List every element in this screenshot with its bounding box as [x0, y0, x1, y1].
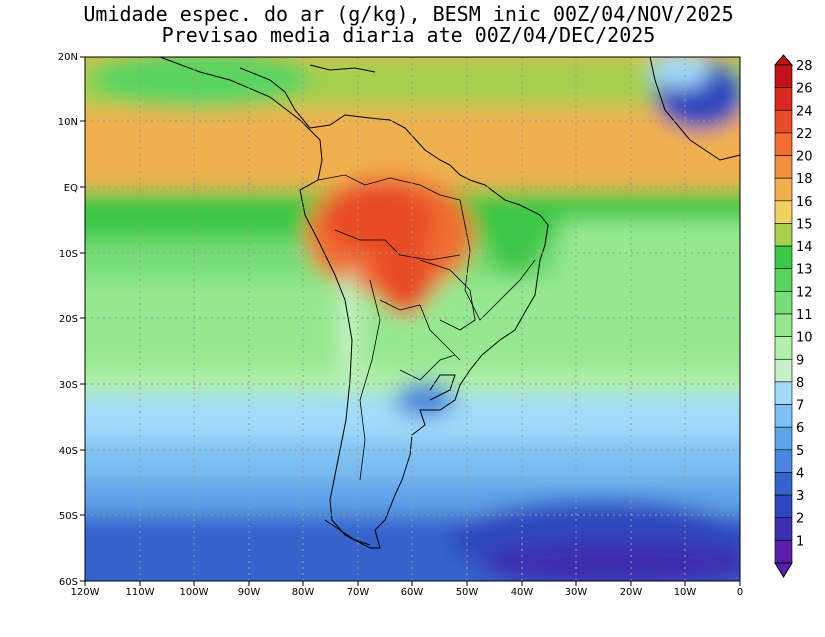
lon-label: 120W: [71, 587, 100, 598]
colorbar-swatch: [774, 245, 793, 270]
colorbar-swatch: [774, 517, 793, 541]
colorbar-level-label: 24: [796, 104, 813, 119]
colorbar-level-label: 14: [796, 240, 813, 255]
lat-labels: 20N 10N EQ 10S 20S 30S 40S 50S 60S: [58, 52, 78, 588]
lat-label: 50S: [59, 511, 78, 522]
colorbar-level-label: 13: [796, 263, 813, 278]
lat-label: 10S: [59, 249, 78, 260]
colorbar-level-label: 26: [796, 82, 813, 97]
lon-label: 20W: [620, 587, 643, 598]
colorbar-swatch: [774, 109, 793, 134]
colorbar-swatch: [774, 64, 793, 88]
colorbar-swatch: [774, 155, 793, 179]
lon-label: 90W: [238, 587, 261, 598]
coastlines: [159, 56, 741, 549]
colorbar-level-label: 5: [796, 444, 804, 459]
lon-label: 60W: [401, 587, 424, 598]
colorbar-swatch: [774, 268, 793, 292]
lon-label: 50W: [456, 587, 479, 598]
lat-label: 60S: [59, 577, 78, 588]
colorbar-swatch: [774, 472, 793, 496]
colorbar-level-label: 11: [796, 308, 813, 323]
colorbar-level-label: 7: [796, 399, 804, 414]
lon-label: 0: [737, 587, 743, 598]
colorbar-swatch: [774, 336, 793, 360]
colorbar-level-label: 20: [796, 150, 813, 165]
colorbar-max-arrow: [773, 54, 794, 66]
lat-label: EQ: [64, 183, 78, 194]
lon-label: 80W: [292, 587, 315, 598]
colorbar-level-label: 4: [796, 466, 804, 481]
lon-label: 30W: [565, 587, 588, 598]
colorbar-level-label: 18: [796, 172, 813, 187]
colorbar-swatch: [774, 200, 793, 224]
colorbar-level-label: 10: [796, 331, 813, 346]
colorbar-level-label: 2: [796, 512, 804, 527]
colorbar-level-label: 22: [796, 127, 813, 142]
country-borders: [317, 174, 536, 481]
lon-label: 40W: [511, 587, 534, 598]
colorbar-swatch: [774, 449, 793, 473]
lon-label: 70W: [347, 587, 370, 598]
colorbar-swatch: [774, 177, 793, 202]
lon-label: 110W: [126, 587, 155, 598]
colorbar-swatch: [774, 494, 793, 519]
lat-ticks: [80, 56, 85, 582]
colorbar-level-label: 12: [796, 285, 813, 300]
colorbar-level-label: 8: [796, 376, 804, 391]
colorbar-min-arrow: [774, 562, 793, 578]
colorbar-swatch: [774, 291, 793, 315]
colorbar-swatch: [774, 540, 793, 564]
lat-label: 30S: [59, 380, 78, 391]
lon-labels: 120W 110W 100W 90W 80W 70W 60W 50W 40W 3…: [71, 587, 744, 598]
colorbar-level-label: 15: [796, 217, 813, 232]
lat-label: 40S: [59, 446, 78, 457]
colorbar-swatch: [774, 87, 793, 111]
map-grid: [85, 57, 740, 581]
colorbar-level-label: 9: [796, 353, 804, 368]
lat-label: 20S: [59, 314, 78, 325]
colorbar-level-label: 3: [796, 489, 804, 504]
colorbar-level-label: 28: [796, 59, 813, 74]
colorbar-swatch: [774, 313, 793, 337]
lon-label: 10W: [674, 587, 697, 598]
colorbar-level-label: 1: [796, 534, 804, 549]
colorbar-swatch: [774, 358, 793, 383]
colorbar: 28 26 24 22 20 18 16 15 14 13 12 11 10 9 8 7 6 5 4 3 2 1: [773, 54, 813, 578]
map-title-line1: Umidade espec. do ar (g/kg), BESM inic 0…: [83, 2, 734, 26]
lat-label: 20N: [58, 52, 78, 63]
colorbar-swatch: [774, 132, 793, 156]
map-title-line2: Previsao media diaria ate 00Z/04/DEC/202…: [161, 23, 656, 47]
lon-label: 100W: [180, 587, 209, 598]
colorbar-swatch: [774, 426, 793, 451]
colorbar-swatch: [774, 381, 793, 405]
lon-ticks: [84, 581, 741, 586]
colorbar-level-label: 16: [796, 195, 813, 210]
colorbar-level-label: 6: [796, 421, 804, 436]
colorbar-swatch: [774, 223, 793, 247]
humidity-field: [85, 57, 740, 581]
colorbar-swatch: [774, 404, 793, 428]
lat-label: 10N: [58, 117, 78, 128]
